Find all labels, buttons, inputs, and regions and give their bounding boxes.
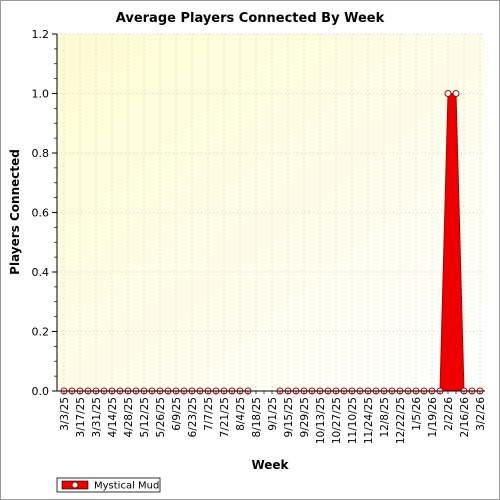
x-tick-label: 3/2/26: [475, 397, 487, 431]
x-tick-label: 11/10/25: [347, 397, 359, 444]
x-tick-label: 9/15/25: [283, 397, 295, 437]
x-tick-label: 6/9/25: [171, 397, 183, 431]
y-tick-label: 1.0: [32, 88, 50, 101]
x-tick-label: 6/23/25: [187, 397, 199, 437]
x-tick-label: 4/14/25: [107, 397, 119, 437]
x-tick-label: 12/22/25: [395, 397, 407, 444]
y-tick-label: 0.8: [32, 147, 50, 160]
y-axis-title: Players Connected: [8, 149, 22, 275]
x-tick-label: 9/1/25: [267, 397, 279, 431]
x-axis-title: Week: [251, 458, 289, 472]
x-tick-label: 10/13/25: [315, 397, 327, 444]
x-tick-label: 2/16/26: [459, 397, 471, 438]
data-point: [452, 90, 460, 97]
x-tick-label: 2/2/26: [443, 397, 455, 431]
x-tick-label: 1/19/26: [427, 397, 439, 438]
y-tick-label: 0.0: [32, 385, 50, 398]
legend-marker: [71, 481, 79, 489]
x-tick-label: 5/12/25: [139, 397, 151, 437]
x-tick-label: 4/28/25: [123, 397, 135, 437]
x-tick-label: 11/24/25: [363, 397, 375, 444]
y-tick-label: 1.2: [32, 28, 50, 41]
legend-label: Mystical Mud: [94, 481, 159, 492]
x-tick-label: 9/29/25: [299, 397, 311, 437]
y-tick-label: 0.4: [32, 266, 50, 279]
x-tick-label: 8/18/25: [251, 397, 263, 437]
x-tick-label: 8/4/25: [235, 397, 247, 431]
x-tick-label: 10/27/25: [331, 397, 343, 444]
x-tick-label: 3/31/25: [91, 397, 103, 437]
x-tick-label: 5/26/25: [155, 397, 167, 437]
x-tick-label: 7/7/25: [203, 397, 215, 431]
y-tick-label: 0.6: [32, 207, 50, 220]
y-axis: 0.0 0.2 0.4 0.6 0.8 1.0 1.2: [32, 28, 58, 398]
data-point: [444, 90, 452, 97]
x-tick-label: 3/17/25: [75, 397, 87, 437]
chart-title: Average Players Connected By Week: [116, 11, 385, 26]
legend: Mystical Mud: [56, 477, 161, 493]
x-tick-label: 3/3/25: [59, 397, 71, 431]
x-tick-label: 12/8/25: [379, 397, 391, 437]
x-tick-label: 1/5/26: [411, 397, 423, 431]
x-tick-label: 7/21/25: [219, 397, 231, 437]
y-tick-label: 0.2: [32, 326, 50, 339]
x-axis: 3/3/25 3/17/25 3/31/25 4/14/25 4/28/25 5/12/2…: [57, 390, 487, 444]
